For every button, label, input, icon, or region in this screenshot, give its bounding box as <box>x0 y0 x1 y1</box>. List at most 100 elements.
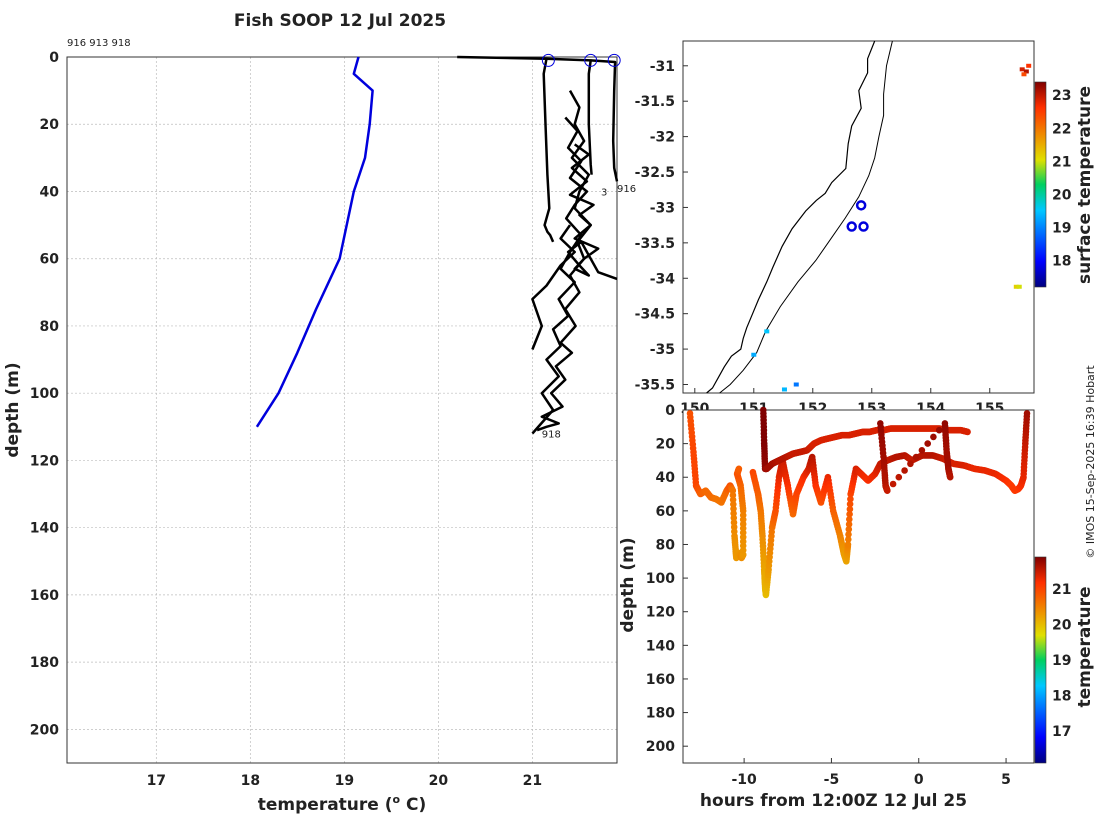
section-data-point <box>847 495 854 503</box>
section-x-tick-label: -10 <box>731 772 757 788</box>
section-data-point <box>884 487 891 495</box>
section-data-point <box>924 440 931 447</box>
section-data-point <box>918 447 926 454</box>
profile-y-tick-label: 20 <box>40 117 60 133</box>
profile-annotation: 3 <box>601 187 607 198</box>
map-y-tick-label: -33 <box>650 200 675 216</box>
section-y-tick-label: 120 <box>646 605 675 621</box>
section-data-point <box>889 480 897 488</box>
section-data-point <box>735 465 743 473</box>
temperature-profile-panel: 17 18 19 20 21 0 20 40 60 80 100 120 140 160 180 200 3 91… <box>3 50 636 815</box>
section-data-point <box>845 536 852 543</box>
sst-colorbar-tick-label: 20 <box>1052 187 1072 203</box>
section-data-point <box>907 460 914 468</box>
profile-start-marker <box>607 53 621 67</box>
profile-annotation: 916 <box>617 184 636 195</box>
section-data-point <box>730 505 737 513</box>
profile-y-tick-label: 60 <box>40 252 60 268</box>
section-x-axis-label: hours from 12:00Z 12 Jul 25 <box>700 791 967 811</box>
profile-y-tick-label: 200 <box>30 722 59 738</box>
figure-title: Fish SOOP 12 Jul 2025 <box>234 11 446 31</box>
sst-data-point <box>1023 69 1029 74</box>
section-data-point <box>946 473 954 481</box>
profile-x-tick-label: 20 <box>429 773 449 789</box>
section-y-tick-label: 60 <box>656 504 676 520</box>
profile-y-tick-label: 0 <box>49 50 59 66</box>
sst-data-point <box>793 382 799 387</box>
section-data-point <box>846 516 853 523</box>
observed-profile-line <box>531 224 576 350</box>
section-data-point <box>935 426 943 434</box>
profile-y-axis-label: depth (m) <box>3 362 23 457</box>
sst-data-point <box>751 352 757 357</box>
section-data-point <box>1023 410 1031 417</box>
profile-start-marker <box>584 53 598 67</box>
section-y-tick-label: 100 <box>646 571 675 587</box>
temperature-colorbar-tick-label: 18 <box>1052 689 1071 705</box>
profile-x-tick-label: 18 <box>241 773 260 789</box>
profile-y-tick-label: 100 <box>30 386 59 402</box>
map-y-tick-label: -34 <box>650 271 676 287</box>
map-y-tick-label: -31 <box>650 59 675 75</box>
map-y-tick-label: -31.5 <box>635 94 675 110</box>
temperature-colorbar-tick-label: 20 <box>1052 617 1072 633</box>
section-y-tick-label: 180 <box>646 706 675 722</box>
map-y-tick-label: -32 <box>650 130 675 146</box>
section-data-point <box>845 531 852 538</box>
sst-colorbar-tick-label: 23 <box>1052 88 1071 104</box>
section-y-tick-label: 40 <box>656 470 676 486</box>
profile-y-tick-label: 140 <box>30 521 59 537</box>
sst-data-point <box>1021 72 1027 77</box>
observed-profile-line <box>590 59 619 182</box>
sst-colorbar-tick-label: 19 <box>1052 220 1071 236</box>
section-data-point <box>846 500 854 508</box>
profile-start-marker <box>541 53 555 67</box>
observed-profile-line <box>531 116 589 435</box>
temperature-colorbar-label: temperature <box>1075 586 1095 707</box>
sst-colorbar-tick-label: 22 <box>1052 121 1071 137</box>
sst-map-panel: -31 -31.5 -32 -32.5 -33 -33.5 -34 -34.5 -35 -35.5… <box>635 40 1095 417</box>
section-y-tick-label: 160 <box>646 672 675 688</box>
section-data-point <box>845 521 853 528</box>
sst-data-point <box>1013 284 1019 289</box>
section-data-point <box>846 510 853 518</box>
profile-y-tick-label: 80 <box>40 319 60 335</box>
map-y-tick-label: -32.5 <box>635 165 675 181</box>
observed-profile-line <box>457 55 555 243</box>
station-marker <box>858 221 869 232</box>
temperature-colorbar <box>1034 556 1047 764</box>
sst-data-point <box>1019 67 1025 72</box>
section-data-point <box>901 467 908 474</box>
profile-y-tick-label: 180 <box>30 655 59 671</box>
profile-ids-label: 916 913 918 <box>67 38 131 49</box>
profile-x-tick-label: 19 <box>335 773 354 789</box>
section-y-tick-label: 200 <box>646 739 675 755</box>
section-data-point <box>845 526 853 533</box>
surface-temperature-colorbar <box>1034 81 1047 288</box>
profile-annotation: 918 <box>542 430 561 441</box>
section-data-point <box>912 453 920 461</box>
temperature-colorbar-tick-label: 21 <box>1052 582 1071 598</box>
coastline <box>706 40 876 394</box>
model-profile-line <box>255 56 374 428</box>
section-x-tick-label: -5 <box>824 772 840 788</box>
profile-x-tick-label: 21 <box>523 773 542 789</box>
sst-data-point <box>781 387 787 392</box>
profile-x-tick-label: 17 <box>147 773 166 789</box>
section-y-tick-label: 80 <box>656 537 676 553</box>
profile-axes-frame <box>66 56 618 764</box>
profile-y-tick-label: 160 <box>30 588 59 604</box>
map-y-tick-label: -33.5 <box>635 236 675 252</box>
temperature-colorbar-tick-label: 19 <box>1052 653 1071 669</box>
section-data-point <box>895 473 903 481</box>
section-data-point <box>844 541 852 548</box>
observed-profile-line <box>566 143 618 281</box>
profile-x-axis-label: temperature (o C) <box>258 793 427 815</box>
temperature-section-panel: 0 20 40 60 80 100 120 140 160 180 200 -10 -5 0 5 17 18 19… <box>618 403 1095 811</box>
map-y-tick-label: -34.5 <box>635 307 675 323</box>
section-y-tick-label: 140 <box>646 638 675 654</box>
sst-colorbar-tick-label: 18 <box>1052 254 1071 270</box>
section-y-tick-label: 0 <box>665 403 675 419</box>
map-axes-frame <box>682 40 1035 394</box>
